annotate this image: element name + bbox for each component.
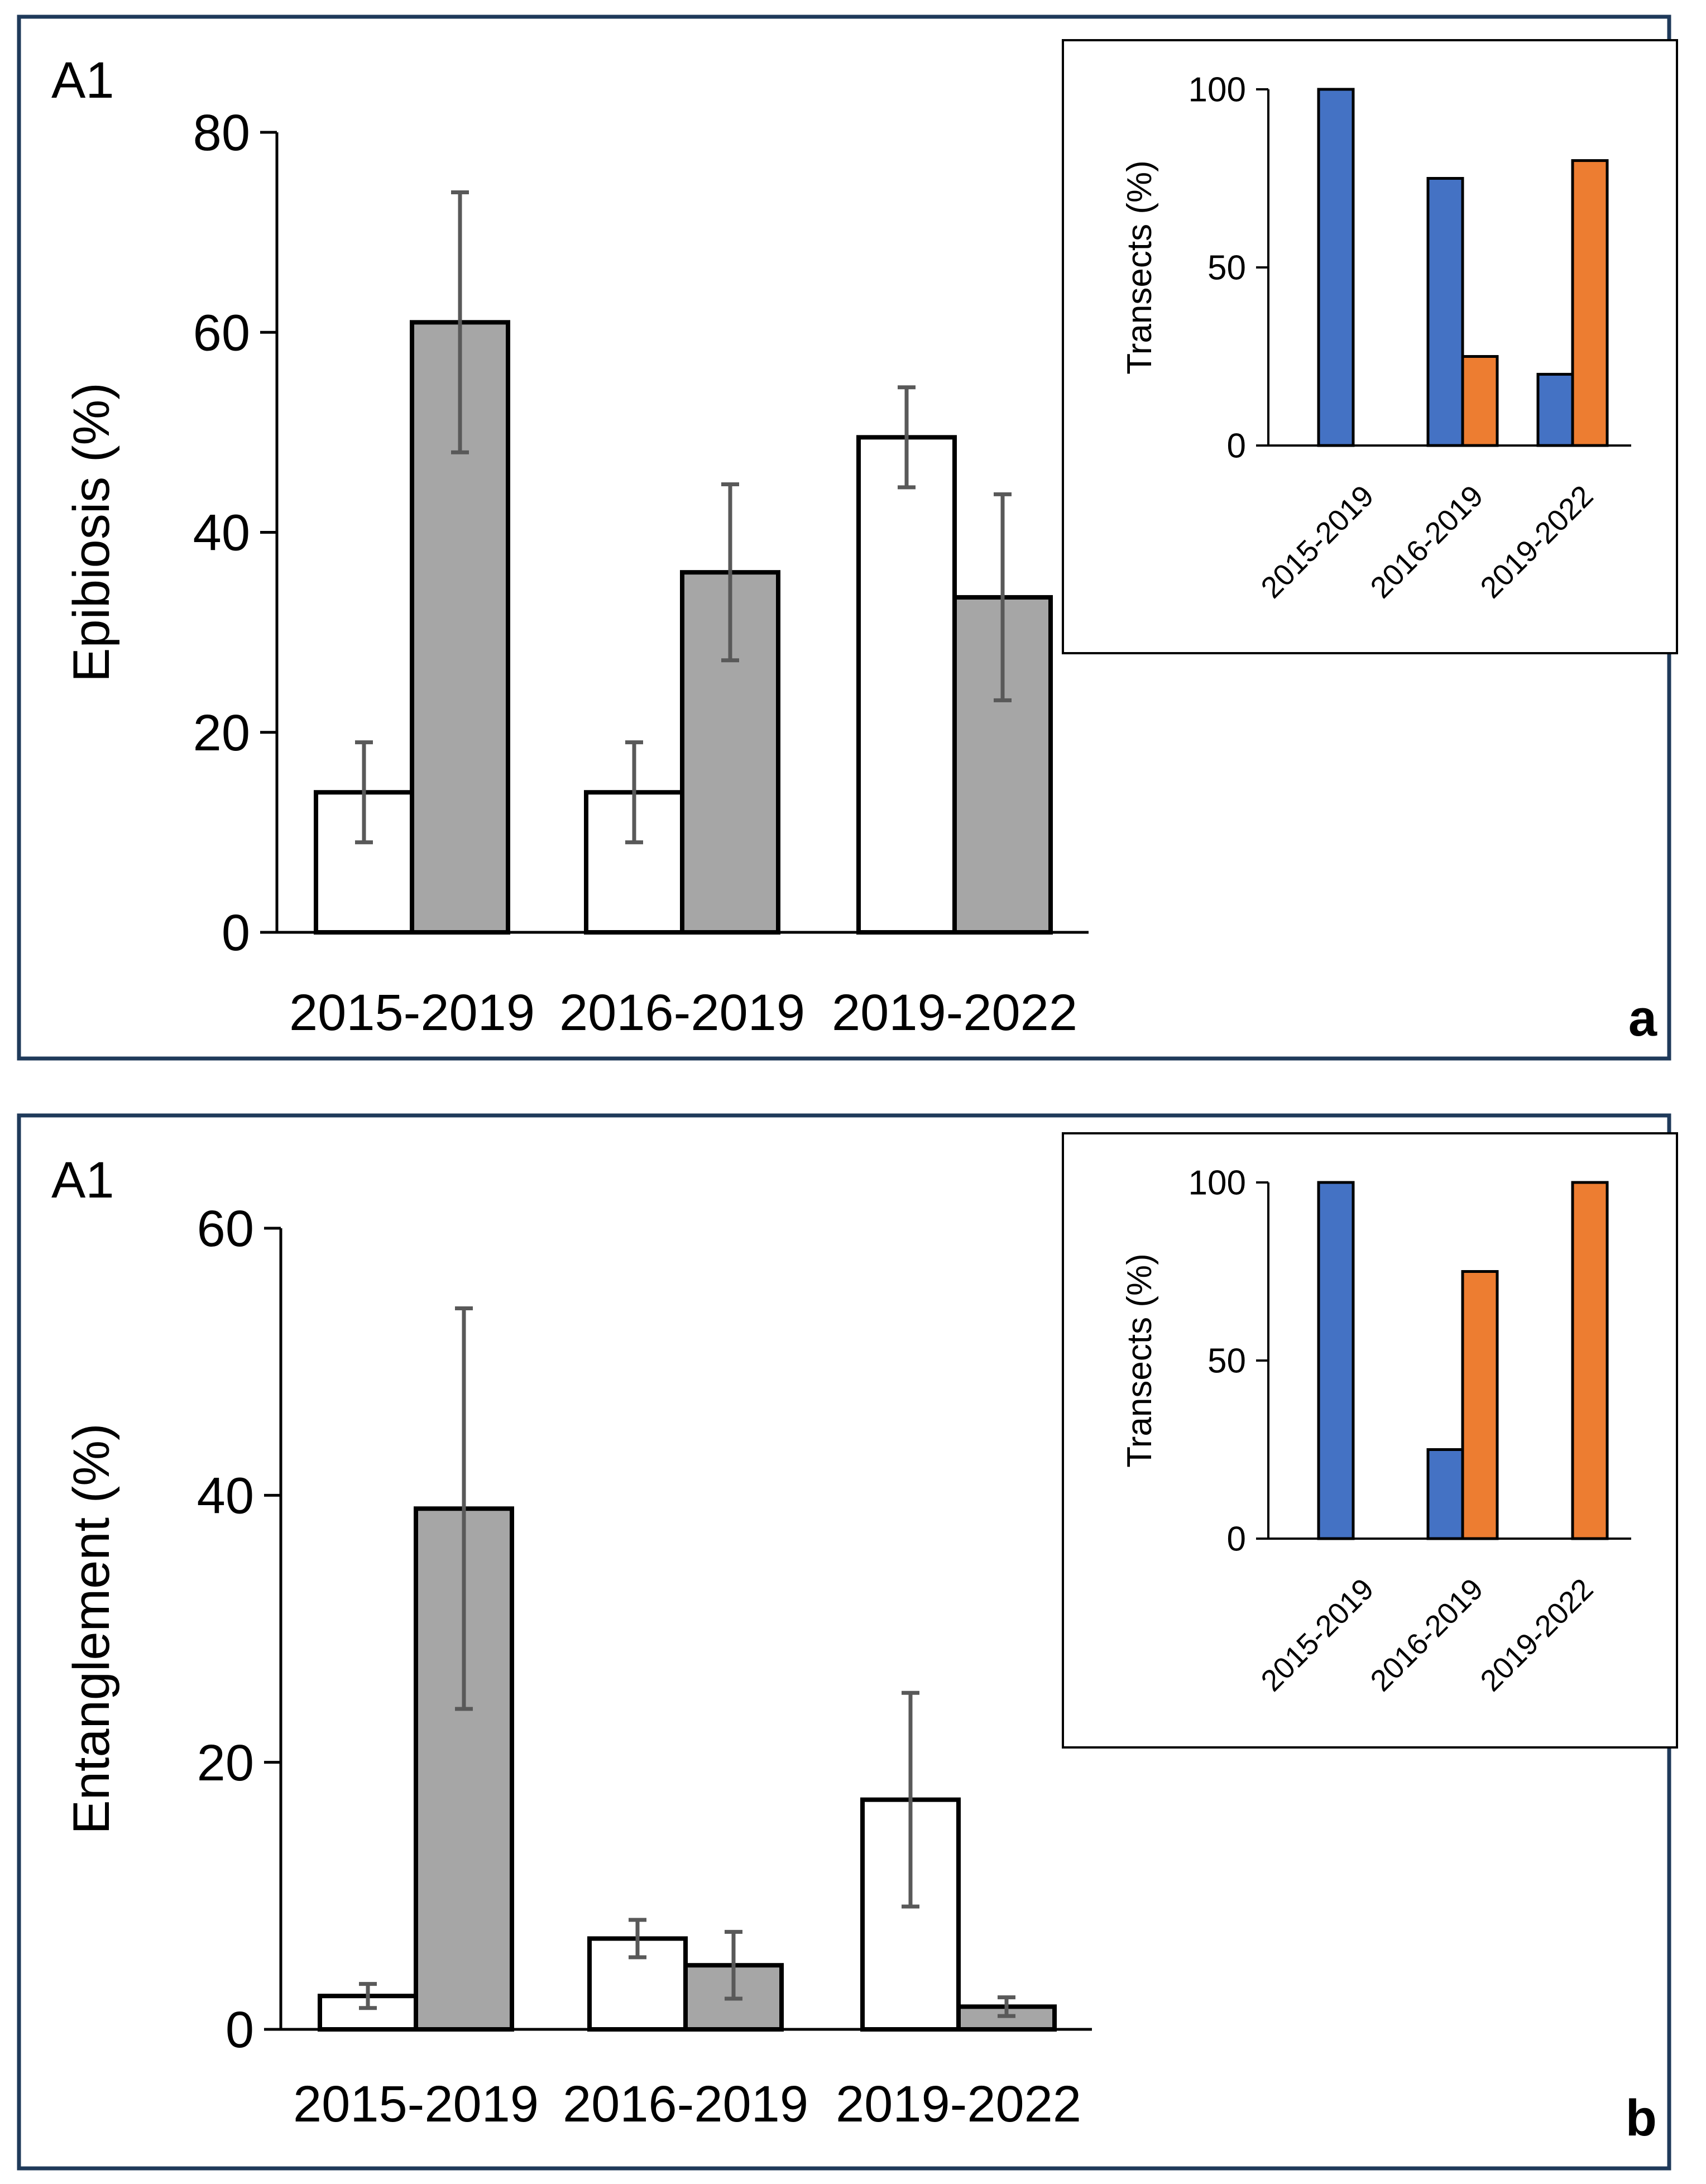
panel-b-inset-bar-orange (1461, 1270, 1499, 1540)
panel-a-main-y-tick-label: 40 (193, 505, 250, 562)
panel-b-main-y-tick-label: 40 (197, 1468, 254, 1525)
panel-b-site-label: A1 (51, 1152, 114, 1209)
panel-b-inset-y-tick-label: 50 (1207, 1342, 1246, 1381)
panel-b-inset-bar-blue (1426, 1448, 1464, 1540)
panel-a-main-x-tick-label: 2016-2019 (559, 984, 805, 1041)
panel-a-main-y-tick-label: 20 (193, 705, 250, 761)
panel-b-panel-label: b (1626, 2090, 1657, 2147)
panel-a-inset-bar-blue (1317, 88, 1355, 447)
panel-a-main-x-tick-label: 2019-2022 (832, 984, 1077, 1041)
panel-a-inset-bar-blue (1536, 372, 1574, 447)
panel-a-main-bar-white (856, 435, 957, 935)
panel-a-inset-y-axis-title: Transects (%) (1120, 160, 1159, 375)
panel-a-inset-y-tick-label: 100 (1189, 71, 1246, 109)
panel-b-main-x-tick-label: 2019-2022 (836, 2076, 1081, 2133)
panel-a-main-y-tick-label: 80 (193, 104, 250, 161)
panel-b-main-x-tick-label: 2016-2019 (563, 2076, 808, 2133)
panel-a-inset-bar-orange (1571, 159, 1609, 447)
panel-a-main-plot: 0 20 40 60 80 Epibiosis (%) 2015-2019 2016-2019… (63, 104, 1089, 1041)
panel-a-site-label: A1 (51, 52, 114, 109)
panel-a-inset-y-tick-label: 50 (1207, 249, 1246, 288)
panel-a-main-y-tick-label: 0 (222, 904, 250, 961)
panel-a-main-y-tick-label: 60 (193, 304, 250, 361)
panel-b-main-y-tick-label: 20 (197, 1735, 254, 1792)
panel-b-inset-y-tick-label: 0 (1227, 1520, 1246, 1559)
panel-b-main-y-tick-label: 0 (226, 2001, 254, 2058)
panel-a-inset-bar-blue (1426, 177, 1464, 447)
panel-b-inset-y-axis-title: Transects (%) (1120, 1253, 1159, 1468)
panel-a-main-x-tick-label: 2015-2019 (289, 984, 535, 1041)
panel-a-panel-label: a (1628, 990, 1657, 1047)
panel-b-main-y-axis-title: Entanglement (%) (63, 1423, 120, 1834)
panel-b-main-x-tick-label: 2015-2019 (293, 2076, 539, 2133)
panel-a-inset-y-tick-label: 0 (1227, 427, 1246, 466)
panel-b-main-y-tick-label: 60 (197, 1200, 254, 1257)
panel-b-inset-bar-blue (1317, 1181, 1355, 1540)
panel-a-inset-bar-orange (1461, 355, 1499, 447)
panel-b-main-plot: 0 20 40 60 Entanglement (%) 2015-2019 2016-201… (63, 1200, 1092, 2133)
panel-a-main-y-axis-title: Epibiosis (%) (63, 382, 120, 682)
panel-b-inset-y-tick-label: 100 (1189, 1164, 1246, 1203)
panel-b-inset-bar-orange (1571, 1181, 1609, 1540)
